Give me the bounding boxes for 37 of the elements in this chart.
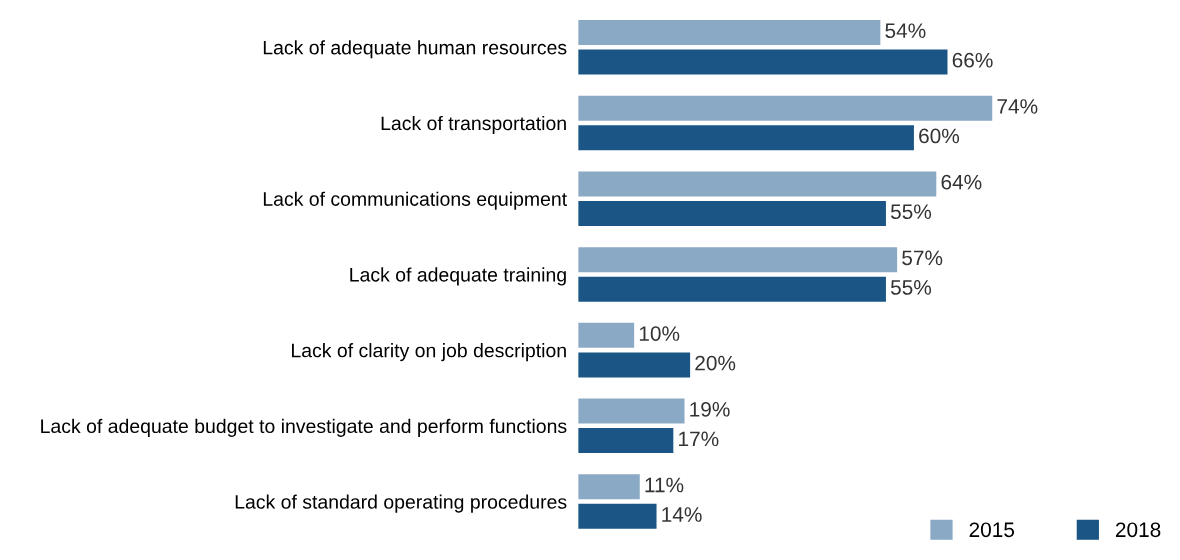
bar — [578, 322, 635, 348]
data-label: 60% — [919, 128, 960, 144]
y-tick-label: Lack of adequate training — [350, 267, 566, 286]
y-tick-label: Lack of adequate human resources — [263, 40, 567, 59]
bar — [578, 125, 914, 151]
bar — [578, 171, 937, 197]
y-tick-label: Lack of standard operating procedures — [235, 494, 567, 513]
data-label: 19% — [690, 401, 730, 417]
bar — [578, 352, 691, 378]
bar — [578, 503, 657, 529]
y-tick-label: Lack of transportation — [381, 115, 566, 135]
data-label: 66% — [952, 52, 993, 68]
bar — [578, 19, 881, 45]
data-label: 64% — [941, 174, 982, 190]
data-label: 55% — [890, 204, 932, 220]
legend-label: 2018 — [1115, 522, 1161, 538]
data-label: 20% — [695, 355, 736, 371]
bar — [578, 428, 674, 454]
data-label: 10% — [639, 326, 680, 341]
data-label: 74% — [997, 99, 1038, 114]
y-tick-label: Lack of clarity on job description — [292, 343, 566, 362]
bar — [578, 200, 886, 226]
legend-label: 2015 — [969, 522, 1015, 538]
bar — [578, 276, 886, 302]
bar — [578, 247, 898, 273]
bar — [578, 398, 685, 424]
y-tick-label: Lack of adequate budget to investigate and perform functions — [41, 418, 567, 437]
bar — [578, 49, 948, 75]
data-label: 14% — [662, 507, 702, 522]
data-label: 11% — [645, 477, 684, 493]
data-label: 17% — [679, 431, 719, 447]
data-label: 54% — [885, 23, 926, 39]
y-tick-label: Lack of communications equipment — [263, 191, 567, 210]
data-label: 55% — [890, 280, 932, 295]
data-label: 57% — [902, 250, 943, 266]
bar — [578, 474, 640, 500]
bar — [578, 95, 993, 121]
